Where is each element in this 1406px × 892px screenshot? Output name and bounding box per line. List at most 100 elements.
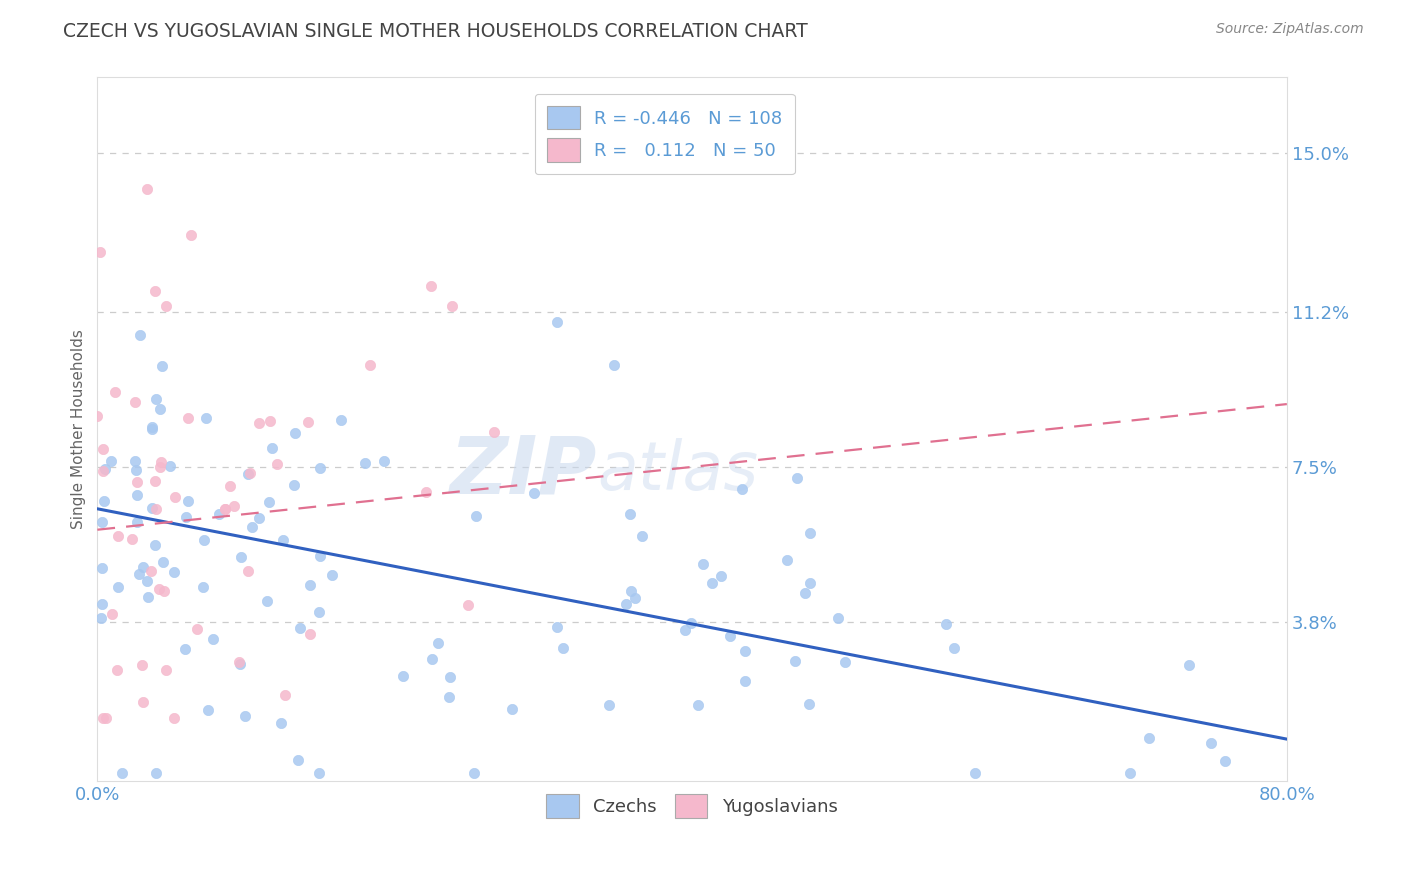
Point (228, 655, 250, 669)
Point (465, 508, 488, 523)
Legend: Czechs, Yugoslavians: Czechs, Yugoslavians (538, 787, 845, 825)
Point (692, 558, 714, 572)
Point (1201, 736, 1223, 750)
Point (128, 328, 150, 343)
Point (247, 511, 270, 525)
Point (93, 493, 115, 508)
Point (91, 598, 114, 612)
Point (271, 533, 294, 547)
Point (266, 458, 288, 472)
Point (702, 575, 724, 590)
Point (163, 711, 186, 725)
Point (673, 624, 696, 638)
Point (201, 632, 224, 646)
Point (546, 315, 568, 329)
Point (238, 564, 260, 578)
Point (786, 471, 808, 485)
Point (299, 626, 322, 640)
Point (718, 630, 741, 644)
Point (125, 515, 148, 529)
Point (308, 765, 330, 780)
Point (288, 621, 311, 635)
Point (214, 502, 236, 516)
Point (437, 690, 460, 704)
Point (100, 453, 122, 467)
Point (373, 454, 395, 468)
Point (785, 654, 807, 668)
Point (260, 442, 283, 456)
Point (149, 402, 172, 417)
Point (274, 688, 297, 702)
Point (457, 599, 479, 613)
Point (284, 426, 307, 441)
Point (734, 673, 756, 688)
Point (463, 765, 485, 780)
Point (180, 227, 202, 242)
Point (239, 466, 262, 480)
Point (309, 549, 332, 563)
Point (176, 411, 198, 425)
Point (247, 417, 270, 431)
Point (131, 658, 153, 673)
Point (620, 584, 643, 599)
Point (827, 610, 849, 624)
Point (127, 475, 149, 489)
Point (124, 454, 146, 468)
Point (149, 460, 172, 475)
Point (91, 560, 114, 574)
Point (256, 594, 278, 608)
Point (1119, 765, 1142, 780)
Point (734, 644, 756, 658)
Point (105, 663, 128, 677)
Point (619, 507, 641, 521)
Point (427, 636, 450, 650)
Point (546, 620, 568, 634)
Point (257, 495, 280, 509)
Point (834, 655, 856, 669)
Point (439, 670, 461, 684)
Point (89, 244, 111, 259)
Point (186, 623, 208, 637)
Point (308, 605, 330, 619)
Point (104, 385, 127, 400)
Point (121, 532, 143, 546)
Text: Source: ZipAtlas.com: Source: ZipAtlas.com (1216, 22, 1364, 37)
Point (598, 698, 620, 713)
Point (145, 392, 167, 406)
Point (287, 753, 309, 767)
Text: ZIP: ZIP (450, 433, 598, 510)
Point (132, 695, 155, 709)
Point (193, 533, 215, 547)
Point (229, 549, 252, 564)
Point (1137, 731, 1160, 746)
Point (551, 640, 574, 655)
Point (141, 565, 163, 579)
Point (132, 560, 155, 574)
Point (240, 519, 263, 533)
Point (155, 663, 177, 677)
Y-axis label: Single Mother Households: Single Mother Households (72, 329, 86, 529)
Point (603, 358, 626, 372)
Point (145, 765, 167, 780)
Text: CZECH VS YUGOSLAVIAN SINGLE MOTHER HOUSEHOLDS CORRELATION CHART: CZECH VS YUGOSLAVIAN SINGLE MOTHER HOUSE… (63, 22, 808, 41)
Point (270, 716, 292, 731)
Point (141, 500, 163, 515)
Point (793, 586, 815, 600)
Point (141, 420, 163, 434)
Point (124, 395, 146, 409)
Point (197, 703, 219, 717)
Point (94, 461, 117, 475)
Point (163, 565, 186, 579)
Point (415, 484, 437, 499)
Point (143, 284, 166, 298)
Point (141, 422, 163, 436)
Point (259, 414, 281, 428)
Point (163, 490, 186, 504)
Point (91, 711, 114, 725)
Point (229, 657, 252, 672)
Point (174, 509, 197, 524)
Point (152, 555, 174, 569)
Point (799, 525, 821, 540)
Point (420, 279, 443, 293)
Text: atlas: atlas (598, 439, 758, 505)
